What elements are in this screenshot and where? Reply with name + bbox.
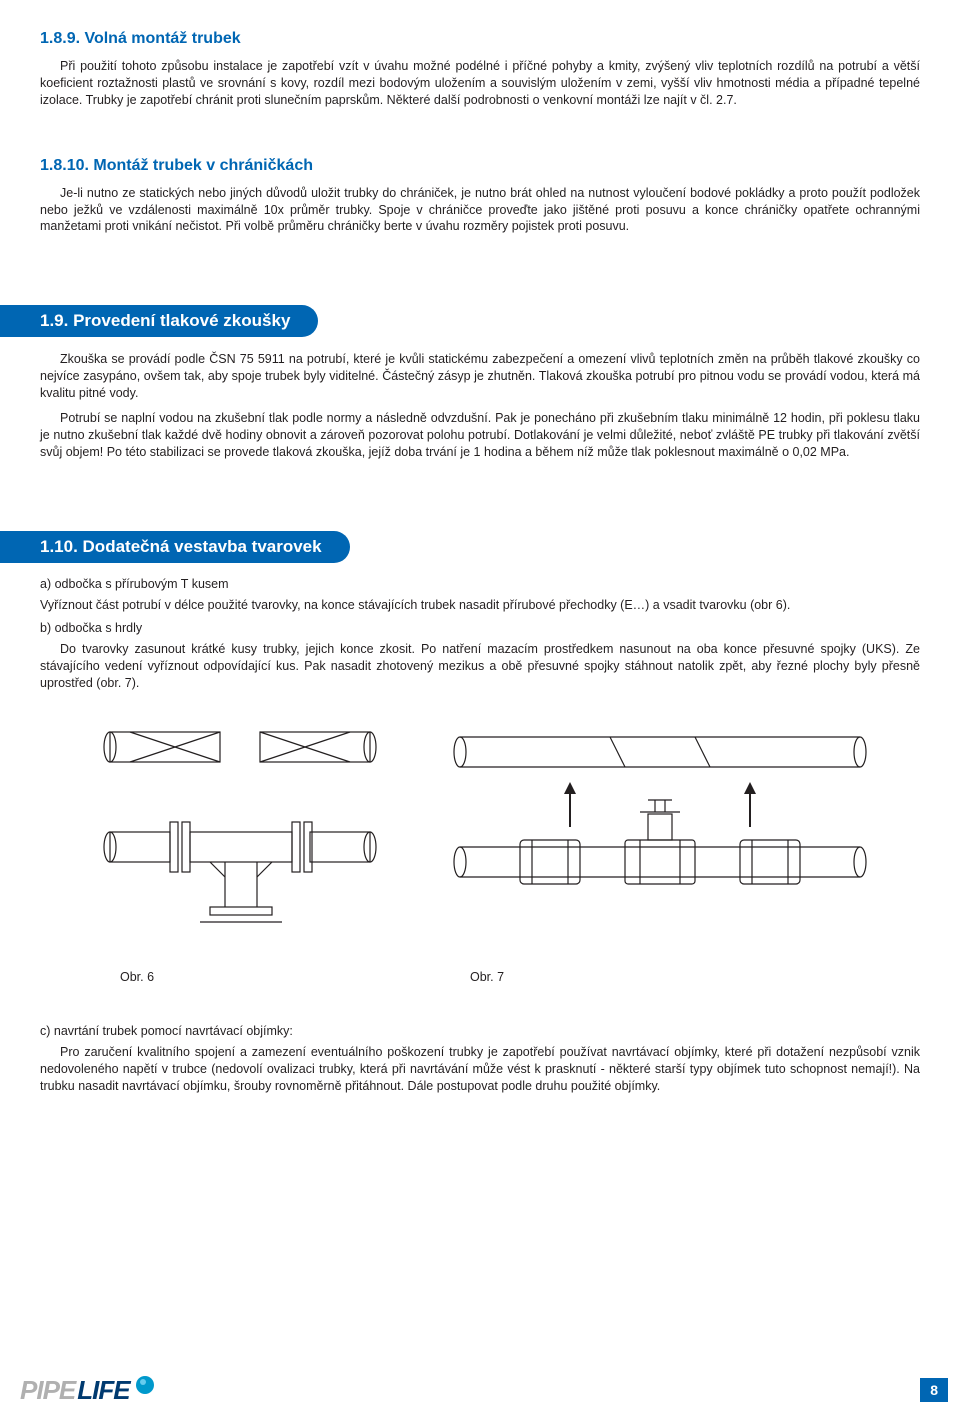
page-number: 8 [920,1378,948,1402]
heading-1-9: 1.9. Provedení tlakové zkoušky [0,305,318,337]
figure-6-svg [100,722,390,952]
figures-row: Obr. 6 [40,722,920,984]
para-1-9-a: Zkouška se provádí podle ČSN 75 5911 na … [40,351,920,402]
section-1-9: 1.9. Provedení tlakové zkoušky Zkouška s… [40,305,920,460]
logo-text-life: LIFE [77,1375,129,1406]
label-c: c) navrtání trubek pomocí navrtávací obj… [40,1024,920,1038]
heading-1-8-10: 1.8.10. Montáž trubek v chráničkách [40,157,920,175]
figure-7-caption: Obr. 7 [470,970,504,984]
heading-1-8-9: 1.8.9. Volná montáž trubek [40,30,920,48]
para-a: Vyříznout část potrubí v délce použité t… [40,597,920,614]
page-footer: PIPELIFE 8 [0,1368,960,1418]
section-1-8-10: 1.8.10. Montáž trubek v chráničkách Je-l… [40,157,920,236]
para-1-9-b: Potrubí se naplní vodou na zkušební tlak… [40,410,920,461]
para-b: Do tvarovky zasunout krátké kusy trubky,… [40,641,920,692]
figure-7-svg [450,722,870,952]
logo-dot-icon [136,1376,154,1394]
pipelife-logo: PIPELIFE [20,1375,154,1406]
section-1-8-9: 1.8.9. Volná montáž trubek Při použití t… [40,30,920,109]
label-b: b) odbočka s hrdly [40,621,920,635]
figure-7: Obr. 7 [450,722,870,984]
figure-6-caption: Obr. 6 [120,970,154,984]
heading-1-10: 1.10. Dodatečná vestavba tvarovek [0,531,350,563]
para-1-8-10: Je-li nutno ze statických nebo jiných dů… [40,185,920,236]
section-1-10: 1.10. Dodatečná vestavba tvarovek a) odb… [40,531,920,1095]
para-c: Pro zaručení kvalitního spojení a zameze… [40,1044,920,1095]
para-1-8-9: Při použití tohoto způsobu instalace je … [40,58,920,109]
label-a: a) odbočka s přírubovým T kusem [40,577,920,591]
logo-text-pipe: PIPE [20,1375,75,1406]
figure-6: Obr. 6 [100,722,390,984]
